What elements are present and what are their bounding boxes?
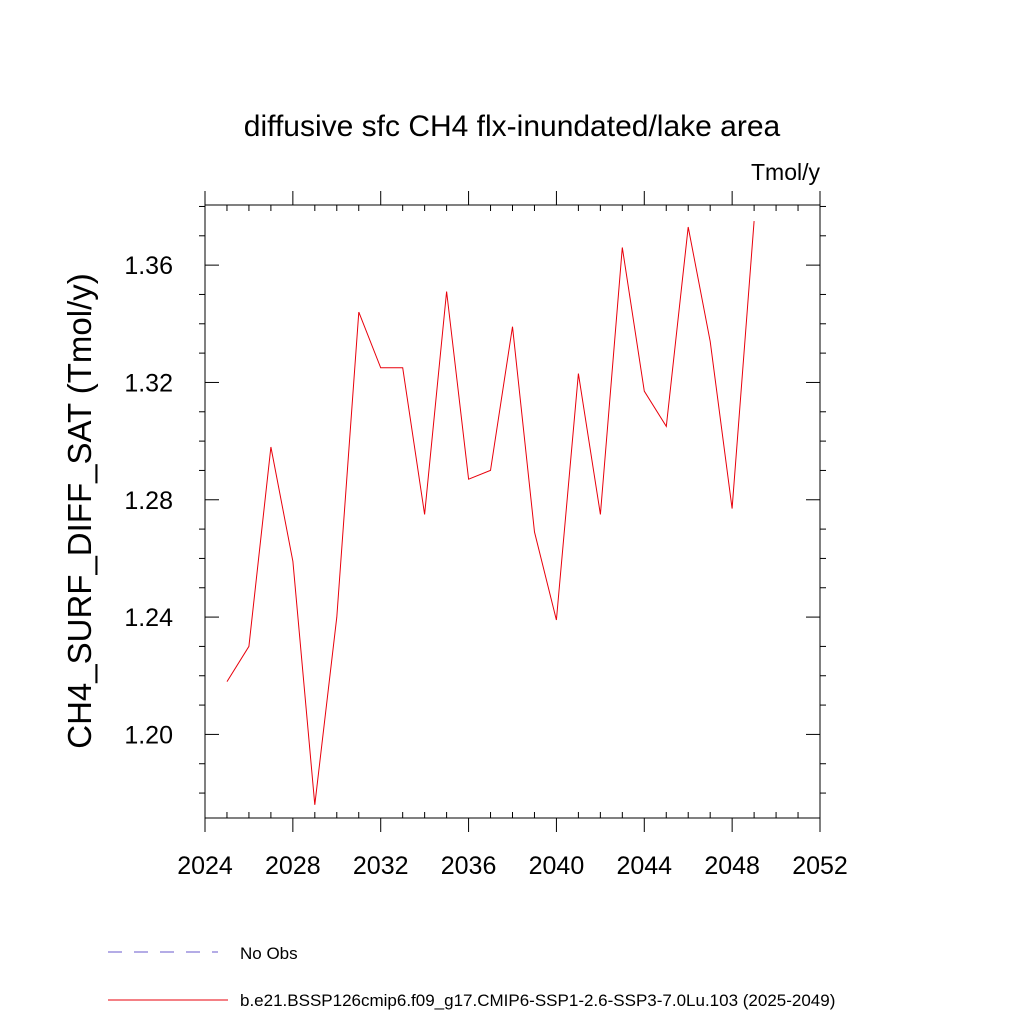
x-tick-label: 2044	[616, 852, 672, 880]
plot-border	[204, 204, 821, 819]
minor-ticks	[199, 205, 826, 818]
series-line	[226, 221, 755, 805]
y-axis-label: CH4_SURF_DIFF_SAT (Tmol/y)	[61, 273, 98, 749]
x-tick-label: 2036	[441, 852, 497, 880]
y-tick-label: 1.20	[124, 721, 173, 749]
series-layer	[226, 221, 755, 805]
y-tick-label: 1.36	[124, 252, 173, 280]
chart-title: diffusive sfc CH4 flx-inundated/lake are…	[244, 110, 781, 143]
plot-frame	[204, 204, 821, 819]
x-tick-label: 2028	[265, 852, 321, 880]
y-tick-label: 1.28	[124, 487, 173, 515]
legend: No Obs b.e21.BSSP126cmip6.f09_g17.CMIP6-…	[108, 944, 835, 1010]
x-tick-label: 2032	[353, 852, 409, 880]
x-axis-ticks: 2024 2028 2032 2036 2040 2044 2048 2052	[177, 191, 848, 880]
x-tick-label: 2048	[704, 852, 760, 880]
y-axis-ticks: 1.20 1.24 1.28 1.32 1.36	[124, 252, 820, 749]
legend-label-model-run: b.e21.BSSP126cmip6.f09_g17.CMIP6-SSP1-2.…	[240, 991, 835, 1010]
y-tick-label: 1.24	[124, 604, 173, 632]
units-label: Tmol/y	[751, 159, 821, 185]
x-tick-label: 2040	[529, 852, 585, 880]
x-tick-label: 2052	[792, 852, 848, 880]
y-tick-label: 1.32	[124, 369, 173, 397]
x-tick-label: 2024	[177, 852, 233, 880]
legend-label-no-obs: No Obs	[240, 944, 298, 963]
